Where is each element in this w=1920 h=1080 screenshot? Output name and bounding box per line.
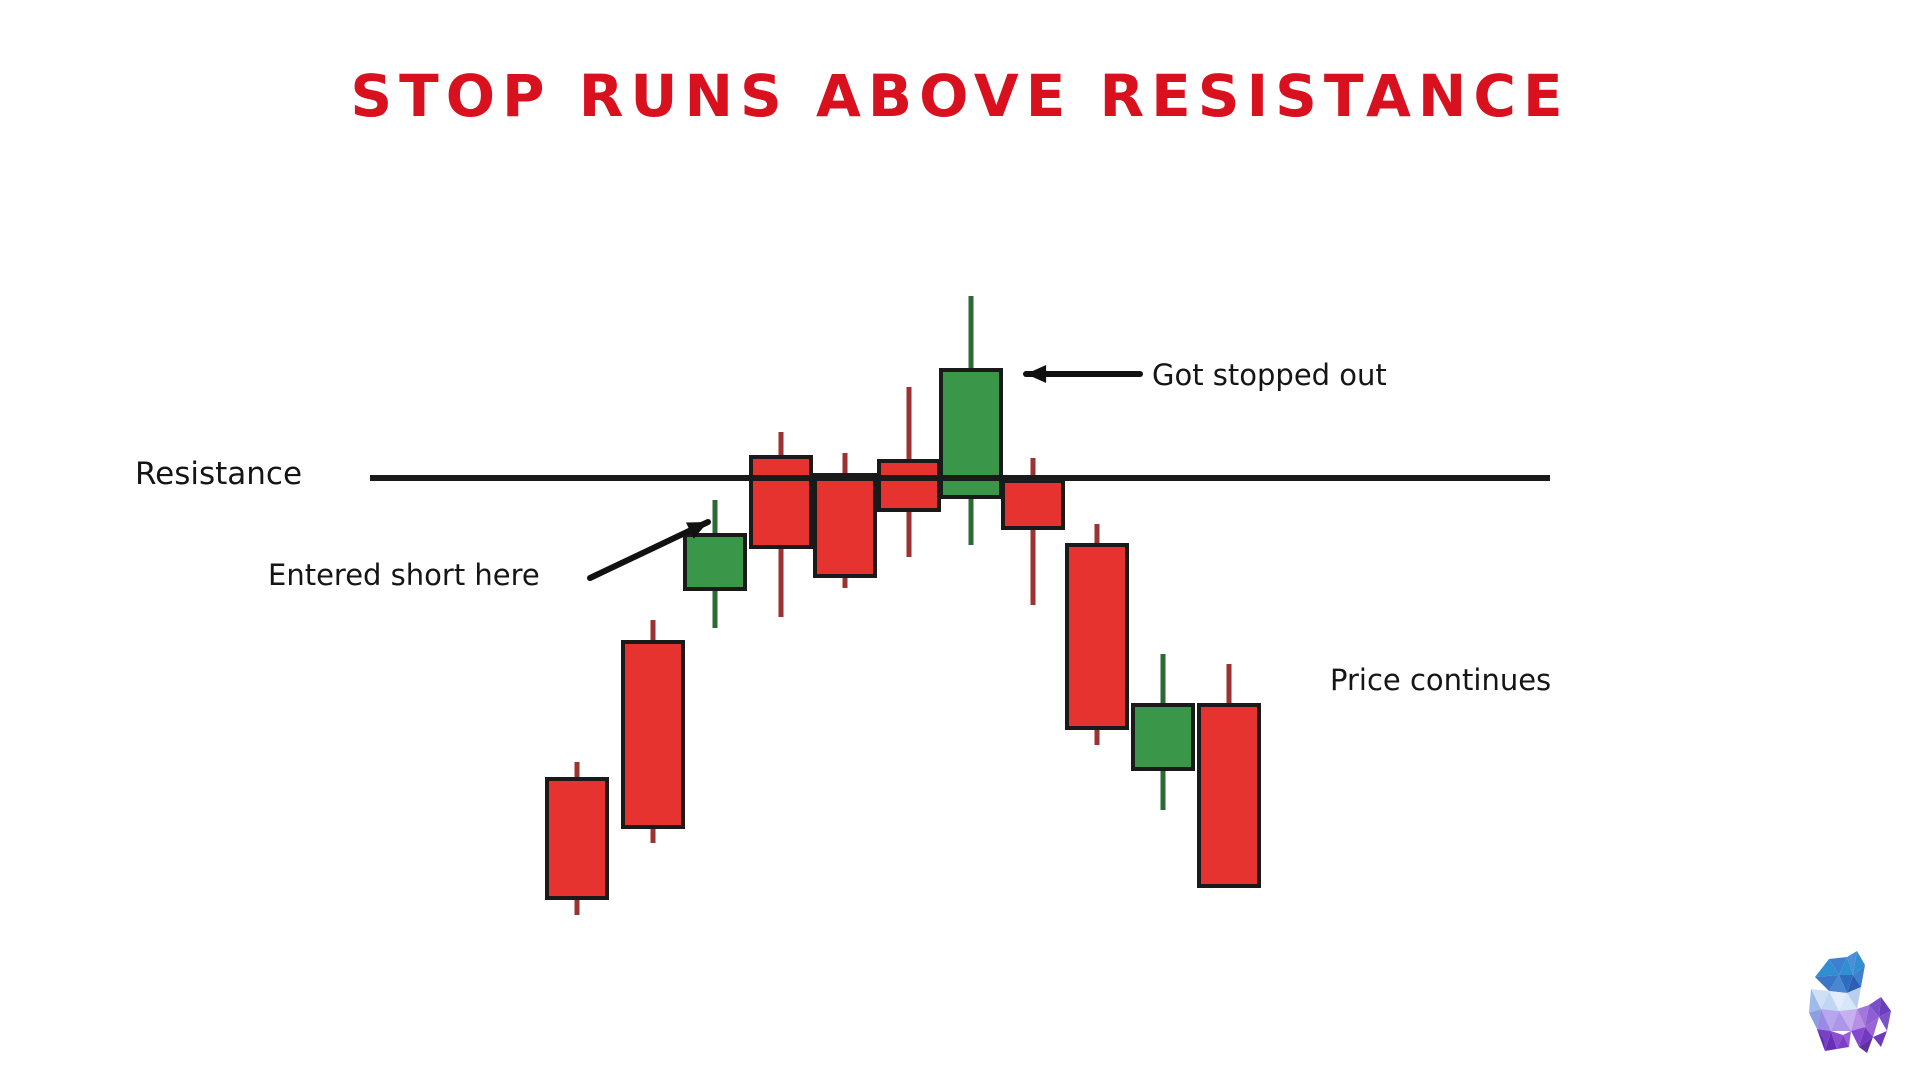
price-continues-label: Price continues <box>1330 663 1552 697</box>
candle-body <box>545 777 609 900</box>
candlestick <box>813 453 877 588</box>
candlestick <box>621 620 685 843</box>
annotation-arrows <box>587 365 1143 581</box>
candle-body <box>813 473 877 578</box>
candlestick <box>939 296 1003 545</box>
candle-body <box>1197 703 1261 888</box>
candlestick <box>1131 654 1195 810</box>
arrow-head <box>1026 365 1047 383</box>
candle-body <box>877 459 941 512</box>
candle-body <box>1001 479 1065 530</box>
candle-body <box>1131 703 1195 771</box>
candle-body <box>683 533 747 591</box>
candlestick <box>1065 524 1129 745</box>
arrow-shaft <box>587 519 711 581</box>
candlestick <box>545 762 609 915</box>
entered-short-label: Entered short here <box>268 558 540 592</box>
got-stopped-out-arrow <box>1023 365 1143 383</box>
candle-body <box>621 640 685 829</box>
candlestick <box>1197 664 1261 888</box>
candle-body <box>749 455 813 549</box>
candle-body <box>1065 543 1129 730</box>
candlestick <box>683 500 747 628</box>
bull-logo <box>1795 935 1905 1055</box>
page-title: STOP RUNS ABOVE RESISTANCE <box>350 62 1570 130</box>
entered-short-arrow <box>587 519 711 581</box>
candlestick <box>749 432 813 617</box>
resistance-label: Resistance <box>135 456 303 492</box>
got-stopped-out-label: Got stopped out <box>1152 358 1387 392</box>
candlestick <box>877 387 941 557</box>
arrow-head <box>686 522 708 539</box>
bull-logo-icon <box>1809 951 1891 1053</box>
